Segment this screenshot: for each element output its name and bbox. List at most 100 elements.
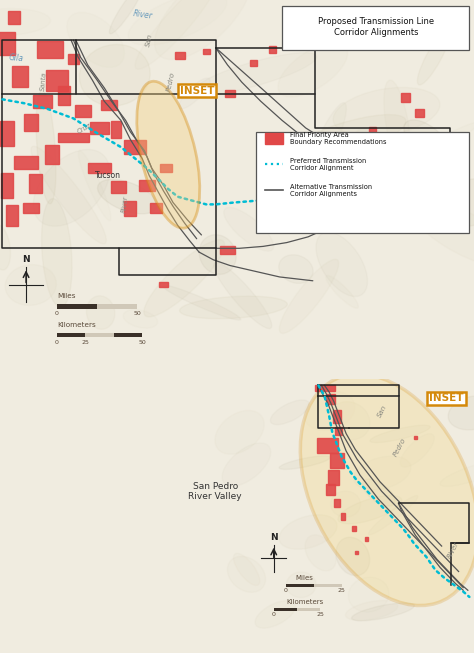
FancyBboxPatch shape [282,6,469,50]
Ellipse shape [336,537,370,576]
Text: Miles: Miles [296,575,313,581]
Bar [369,127,375,136]
Bar [111,121,121,138]
Ellipse shape [305,535,336,571]
Bar [326,394,335,404]
Bar [88,163,111,173]
Text: Cruz: Cruz [76,122,92,135]
Bar [11,66,28,87]
Text: Tucson: Tucson [95,170,121,180]
Bar [220,246,235,254]
Ellipse shape [36,90,56,204]
Ellipse shape [348,577,389,612]
Ellipse shape [155,0,251,59]
Ellipse shape [404,120,450,161]
Bar [202,49,210,54]
Ellipse shape [255,601,295,628]
Bar [356,551,358,554]
Text: Miles: Miles [57,293,75,299]
Text: 0: 0 [55,311,59,316]
Bar [23,204,39,213]
Text: 25: 25 [337,588,346,592]
Text: Preferred Transmission
Corridor Alignment: Preferred Transmission Corridor Alignmen… [290,158,366,171]
Text: 50: 50 [134,311,141,316]
Bar [33,95,52,108]
Text: Pedro: Pedro [392,437,407,457]
Bar [75,105,91,116]
Ellipse shape [228,556,265,592]
Bar [336,427,341,435]
Bar [24,114,38,131]
Bar [426,16,442,33]
Ellipse shape [279,255,313,283]
Bar [8,10,20,24]
Text: N: N [22,255,30,264]
Bar [341,513,346,520]
Ellipse shape [316,232,367,296]
Bar [124,140,146,153]
Bar [334,499,340,507]
Ellipse shape [80,44,150,106]
Bar [415,109,424,116]
Bar [58,86,70,105]
Bar [414,436,417,439]
Bar [37,41,63,58]
Ellipse shape [286,572,316,597]
Bar [14,155,38,169]
Bar [90,122,109,134]
Bar [352,526,356,532]
Ellipse shape [370,425,430,443]
Ellipse shape [86,296,115,329]
Ellipse shape [301,103,346,195]
Text: River: River [133,9,154,21]
Text: Santa: Santa [40,71,48,91]
Text: Kilometers: Kilometers [286,599,323,605]
Bar [1,173,13,198]
Text: Proposed Transmission Line
Corridor Alignments: Proposed Transmission Line Corridor Alig… [318,17,434,37]
Bar [124,200,137,216]
Bar [269,46,276,54]
Ellipse shape [330,491,361,517]
Ellipse shape [270,400,309,424]
Bar [333,409,341,423]
Text: San: San [377,404,389,419]
Text: Final Priority Area
Boundary Recommendations: Final Priority Area Boundary Recommendat… [290,132,387,145]
Ellipse shape [286,114,406,163]
Text: Gila: Gila [9,53,24,63]
Ellipse shape [0,225,10,270]
Ellipse shape [214,263,272,328]
Ellipse shape [346,601,398,620]
Ellipse shape [301,374,474,605]
Bar [6,205,18,227]
Text: 25: 25 [82,340,89,345]
Text: 50: 50 [138,340,146,345]
Ellipse shape [135,0,218,69]
Ellipse shape [384,80,410,168]
Bar [29,174,42,193]
Bar [365,537,368,541]
Ellipse shape [162,285,241,320]
Ellipse shape [418,29,450,85]
Ellipse shape [31,146,106,244]
Bar [58,133,89,142]
Bar [330,453,344,468]
Text: INSET: INSET [429,394,464,404]
Text: 0: 0 [272,612,276,616]
Bar [46,70,68,91]
Ellipse shape [352,603,414,621]
Text: 25: 25 [316,612,324,616]
Ellipse shape [5,264,56,306]
Ellipse shape [42,199,72,308]
Ellipse shape [338,496,402,524]
Ellipse shape [333,88,440,136]
Bar [175,52,185,59]
Ellipse shape [199,234,236,274]
Bar [0,33,15,56]
Ellipse shape [222,443,271,486]
Bar [326,485,335,495]
Text: Pedro: Pedro [166,72,176,93]
Text: INSET: INSET [180,86,215,95]
Text: San Pedro
River Valley: San Pedro River Valley [188,482,242,502]
Ellipse shape [123,310,157,328]
Bar [447,394,452,396]
